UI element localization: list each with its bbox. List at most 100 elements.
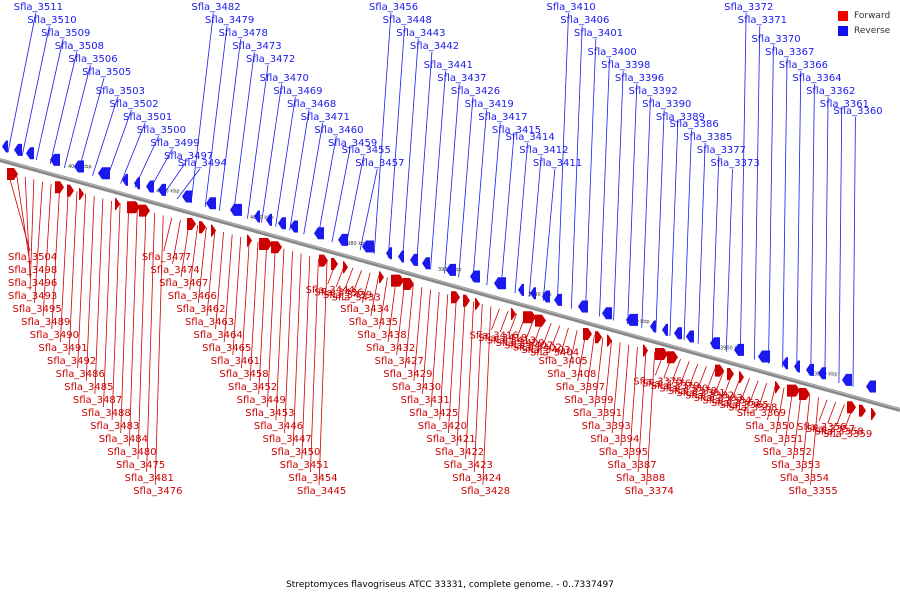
label-leader-line — [21, 25, 50, 157]
label-leader-line — [401, 38, 419, 262]
reverse-gene-label: Sfla_3510 — [27, 15, 76, 26]
forward-gene-label: Sfla_3438 — [357, 330, 406, 341]
label-leader-line — [767, 385, 776, 421]
forward-gene-label: Sfla_3359 — [823, 429, 872, 440]
forward-gene-label: Sfla_3363 — [711, 398, 760, 409]
forward-gene-label: Sfla_3493 — [8, 291, 57, 302]
label-leader-line — [275, 248, 285, 421]
forward-gene-label: Sfla_3383 — [694, 393, 743, 404]
reverse-gene-arrow — [782, 357, 788, 370]
forward-gene-label: Sfla_3430 — [392, 382, 441, 393]
reverse-gene-label: Sfla_3366 — [779, 60, 828, 71]
reverse-gene-label: Sfla_3377 — [697, 145, 746, 156]
reverse-gene-arrow — [362, 240, 374, 253]
forward-gene-arrow — [115, 197, 120, 210]
label-leader-line — [387, 279, 397, 343]
reverse-gene-arrow — [674, 327, 682, 340]
label-leader-line — [331, 148, 351, 243]
forward-gene-label: Sfla_3416 — [469, 331, 518, 342]
label-leader-line — [620, 344, 630, 447]
reverse-gene-arrow — [206, 197, 216, 210]
reverse-gene-label: Sfla_3502 — [109, 99, 158, 110]
label-leader-line — [836, 404, 845, 426]
label-leader-line — [585, 335, 595, 395]
reverse-gene-arrow — [602, 307, 612, 320]
forward-gene-label: Sfla_3434 — [340, 304, 389, 315]
reverse-gene-label: Sfla_3370 — [751, 34, 800, 45]
reverse-gene-label: Sfla_3410 — [547, 2, 596, 13]
label-leader-line — [42, 184, 52, 317]
forward-gene-arrow — [247, 234, 252, 247]
label-leader-line — [444, 83, 460, 274]
reverse-gene-arrow — [98, 167, 110, 180]
label-leader-line — [672, 358, 681, 381]
label-leader-line — [190, 12, 214, 204]
forward-gene-label: Sfla_3489 — [21, 317, 70, 328]
forward-gene-label: Sfla_3429 — [383, 369, 432, 380]
forward-gene-arrow — [787, 384, 800, 397]
forward-gene-label: Sfla_3422 — [435, 447, 484, 458]
forward-gene-arrow — [727, 367, 734, 380]
reverse-gene-arrow — [650, 320, 656, 333]
label-leader-line — [106, 109, 132, 180]
reverse-gene-arrow — [422, 257, 430, 270]
reverse-gene-label: Sfla_3469 — [273, 86, 322, 97]
label-leader-line — [172, 220, 181, 265]
reverse-gene-label: Sfla_3398 — [601, 60, 650, 71]
label-leader-line — [232, 236, 242, 356]
forward-gene-arrow — [715, 364, 724, 377]
label-leader-line — [35, 38, 64, 161]
reverse-gene-arrow — [74, 160, 84, 173]
forward-gene-label: Sfla_3413 — [487, 336, 536, 347]
reverse-gene-arrow — [398, 250, 404, 263]
forward-gene-label: Sfla_3433 — [332, 292, 381, 303]
forward-gene-label: Sfla_3368 — [728, 403, 777, 414]
label-leader-line — [284, 251, 293, 434]
forward-gene-label: Sfla_3399 — [564, 395, 613, 406]
reverse-gene-arrow — [626, 313, 638, 326]
reverse-gene-label: Sfla_3385 — [683, 132, 732, 143]
reverse-gene-arrow — [230, 203, 242, 216]
label-leader-line — [585, 38, 597, 313]
reverse-gene-label: Sfla_3511 — [14, 2, 63, 13]
label-leader-line — [514, 142, 528, 294]
reverse-gene-arrow — [158, 183, 166, 196]
forward-gene-arrow — [271, 241, 282, 254]
reverse-gene-arrow — [134, 177, 140, 190]
label-leader-line — [29, 179, 35, 291]
reverse-gene-label: Sfla_3386 — [669, 119, 718, 130]
forward-gene-label: Sfla_3492 — [47, 356, 96, 367]
label-leader-line — [669, 122, 679, 337]
reverse-gene-label: Sfla_3414 — [506, 132, 555, 143]
axis-tick-label: 4020 kbp — [156, 189, 180, 195]
reverse-gene-label: Sfla_3443 — [396, 28, 445, 39]
label-leader-line — [499, 310, 509, 333]
label-leader-line — [852, 116, 856, 387]
reverse-gene-label: Sfla_3367 — [765, 47, 814, 58]
forward-gene-label: Sfla_3387 — [607, 460, 656, 471]
label-leader-line — [560, 327, 569, 356]
forward-gene-label: Sfla_3481 — [125, 473, 174, 484]
reverse-gene-label: Sfla_3412 — [519, 145, 568, 156]
forward-gene-label: Sfla_3436 — [314, 288, 363, 299]
reverse-gene-arrow — [470, 270, 480, 283]
forward-gene-label: Sfla_3379 — [651, 381, 700, 392]
genome-caption: Streptomyces flavogriseus ATCC 33331, co… — [286, 580, 614, 590]
forward-gene-arrow — [79, 187, 84, 200]
legend-reverse-label: Reverse — [854, 25, 891, 36]
axis-tick-label: 3900 kbp — [720, 345, 744, 351]
legend-forward: Forward — [838, 8, 890, 23]
forward-gene-label: Sfla_3495 — [12, 304, 61, 315]
reverse-gene-arrow — [710, 337, 720, 350]
label-leader-line — [16, 174, 31, 265]
label-leader-line — [289, 109, 310, 231]
label-leader-line — [556, 12, 569, 305]
label-leader-line — [768, 44, 774, 364]
forward-gene-arrow — [379, 271, 384, 284]
forward-gene-label: Sfla_3476 — [133, 486, 182, 497]
label-leader-line — [599, 57, 610, 317]
forward-gene-label: Sfla_3393 — [582, 421, 631, 432]
forward-gene-arrow — [871, 407, 876, 420]
label-leader-line — [154, 215, 164, 486]
forward-gene-label: Sfla_3350 — [745, 421, 794, 432]
